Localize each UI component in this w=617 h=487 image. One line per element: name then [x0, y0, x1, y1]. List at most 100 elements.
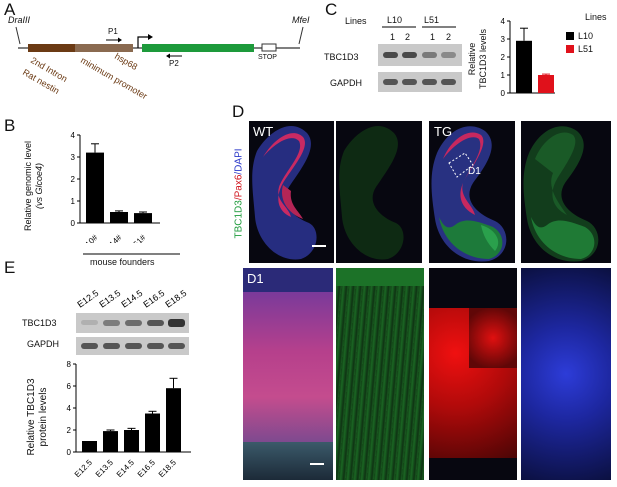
p2-label: P2 [169, 59, 179, 68]
image-wt-merged: WT [249, 121, 334, 263]
stage-label: E12.5 [75, 288, 100, 310]
category-label: 51# [132, 233, 148, 243]
label-d1-box: D1 [468, 166, 481, 177]
chart-e: 0 2 4 6 8 E12.5 E13.5 E14.5 E16.5 E18.5 [67, 360, 191, 480]
c-ylabel-line1: Relative [467, 42, 477, 76]
bar-E12.5 [82, 441, 97, 452]
y-tick-label: 2 [501, 53, 506, 62]
legend-swatch-l10 [566, 32, 574, 40]
bar-E14.5 [124, 430, 139, 452]
image-d1-merged: D1 [243, 268, 333, 480]
construct-svg: 2nd Intron Rat nestin minimum promoter h… [15, 26, 304, 101]
stage-label: E16.5 [141, 288, 166, 310]
p1-label: P1 [108, 27, 118, 36]
c-ylabel-line2: TBC1D3 levels [478, 28, 488, 90]
y-tick-label: 6 [67, 382, 72, 391]
b-ylabel-line2: (vs Glcoe4) [34, 163, 44, 210]
y-tick-label: 3 [71, 153, 76, 162]
gene-label: TBC1D3 [180, 37, 211, 46]
bar-10# [86, 152, 104, 223]
label-tg: TG [434, 124, 453, 139]
stage-label: E13.5 [97, 288, 122, 310]
c-lane-1: 1 [390, 32, 396, 42]
y-tick-label: 0 [71, 219, 76, 228]
e-ylabel: Relative TBC1D3 protein levels [26, 356, 49, 466]
bar-E16.5 [145, 413, 160, 452]
b-ylabel: Relative genomic level (vs Glcoe4) [23, 127, 44, 235]
label-wt: WT [253, 124, 274, 139]
category-label: E13.5 [94, 458, 116, 480]
c-lane-2: 2 [405, 32, 411, 42]
stop-label: STOP [258, 54, 277, 61]
c-tbc1d3-label: TBC1D3 [324, 52, 359, 62]
panel-label-a: A [4, 0, 16, 19]
gene-segment [142, 44, 254, 52]
b-ylabel-line1: Relative genomic level [23, 140, 33, 232]
panel-label-c: C [325, 0, 338, 19]
e-ylabel-line2: protein levels [38, 387, 49, 447]
image-tg-green [521, 121, 611, 263]
e-tbc1d3-label: TBC1D3 [22, 318, 57, 328]
c-l10-label: L10 [387, 15, 403, 25]
promoter-segment [75, 44, 133, 52]
d-ylabel-red: /Pax6 [233, 174, 245, 201]
stop-box [261, 43, 277, 52]
b-founders-bracket [83, 253, 180, 255]
mfei-label: MfeI [292, 15, 310, 25]
scale-bar-bottom [310, 463, 324, 465]
bar-51# [134, 213, 152, 223]
y-tick-label: 1 [71, 197, 76, 206]
y-tick-label: 0 [67, 448, 72, 457]
c-lane-4: 2 [446, 32, 452, 42]
c-gapdh-label: GAPDH [330, 78, 363, 88]
bar-L10 [516, 40, 532, 93]
y-tick-label: 0 [501, 89, 506, 98]
category-label: E16.5 [136, 458, 158, 480]
category-label: 10# [84, 233, 100, 243]
legend-label-l51: L51 [578, 44, 594, 54]
chart-c: 0 1 2 3 4 [501, 17, 555, 98]
d-ylabel-blue: /DAPI [233, 148, 245, 175]
y-tick-label: 3 [501, 35, 506, 44]
d-ylabel: TBC1D3/Pax6/DAPI [232, 124, 246, 264]
legend-label-l10: L10 [578, 31, 594, 41]
e-blot-tbc1d3 [76, 313, 189, 333]
c-lane-brackets [382, 26, 456, 28]
e-gapdh-label: GAPDH [27, 339, 60, 349]
y-tick-label: 4 [71, 131, 76, 140]
promoter-label-2: hsp68 [113, 51, 139, 72]
y-tick-label: 8 [67, 360, 72, 369]
category-label: E18.5 [157, 458, 179, 480]
stage-label: E18.5 [163, 288, 188, 310]
image-d1-blue [521, 268, 611, 480]
draiii-label: DraIII [8, 15, 31, 25]
y-tick-label: 2 [71, 175, 76, 184]
image-d1-green [336, 268, 424, 480]
scale-bar-top [312, 245, 326, 247]
c-ylabel: Relative TBC1D3 levels [466, 10, 488, 100]
c-blot-gapdh [378, 72, 462, 92]
bar-14# [110, 212, 128, 223]
image-d1-red [429, 268, 517, 480]
y-tick-label: 2 [67, 426, 72, 435]
image-wt-green [336, 121, 422, 263]
c-legend-title: Lines [585, 12, 607, 22]
y-tick-label: 1 [501, 71, 506, 80]
legend-swatch-l51 [566, 45, 574, 53]
bar-L51 [538, 75, 554, 93]
c-l51-label: L51 [424, 15, 440, 25]
e-blot-gapdh [76, 337, 189, 355]
category-label: 14# [108, 233, 124, 243]
intron-segment [28, 44, 75, 52]
y-tick-label: 4 [67, 404, 72, 413]
panel-label-b: B [4, 116, 16, 135]
category-label: E14.5 [115, 458, 137, 480]
panel-label-e: E [4, 258, 16, 277]
b-xlabel: mouse founders [90, 257, 155, 267]
y-tick-label: 4 [501, 17, 506, 26]
bar-E13.5 [103, 431, 118, 452]
d-ylabel-green: TBC1D3 [233, 200, 245, 239]
label-d1: D1 [247, 271, 264, 286]
c-blot-tbc1d3 [378, 44, 462, 66]
